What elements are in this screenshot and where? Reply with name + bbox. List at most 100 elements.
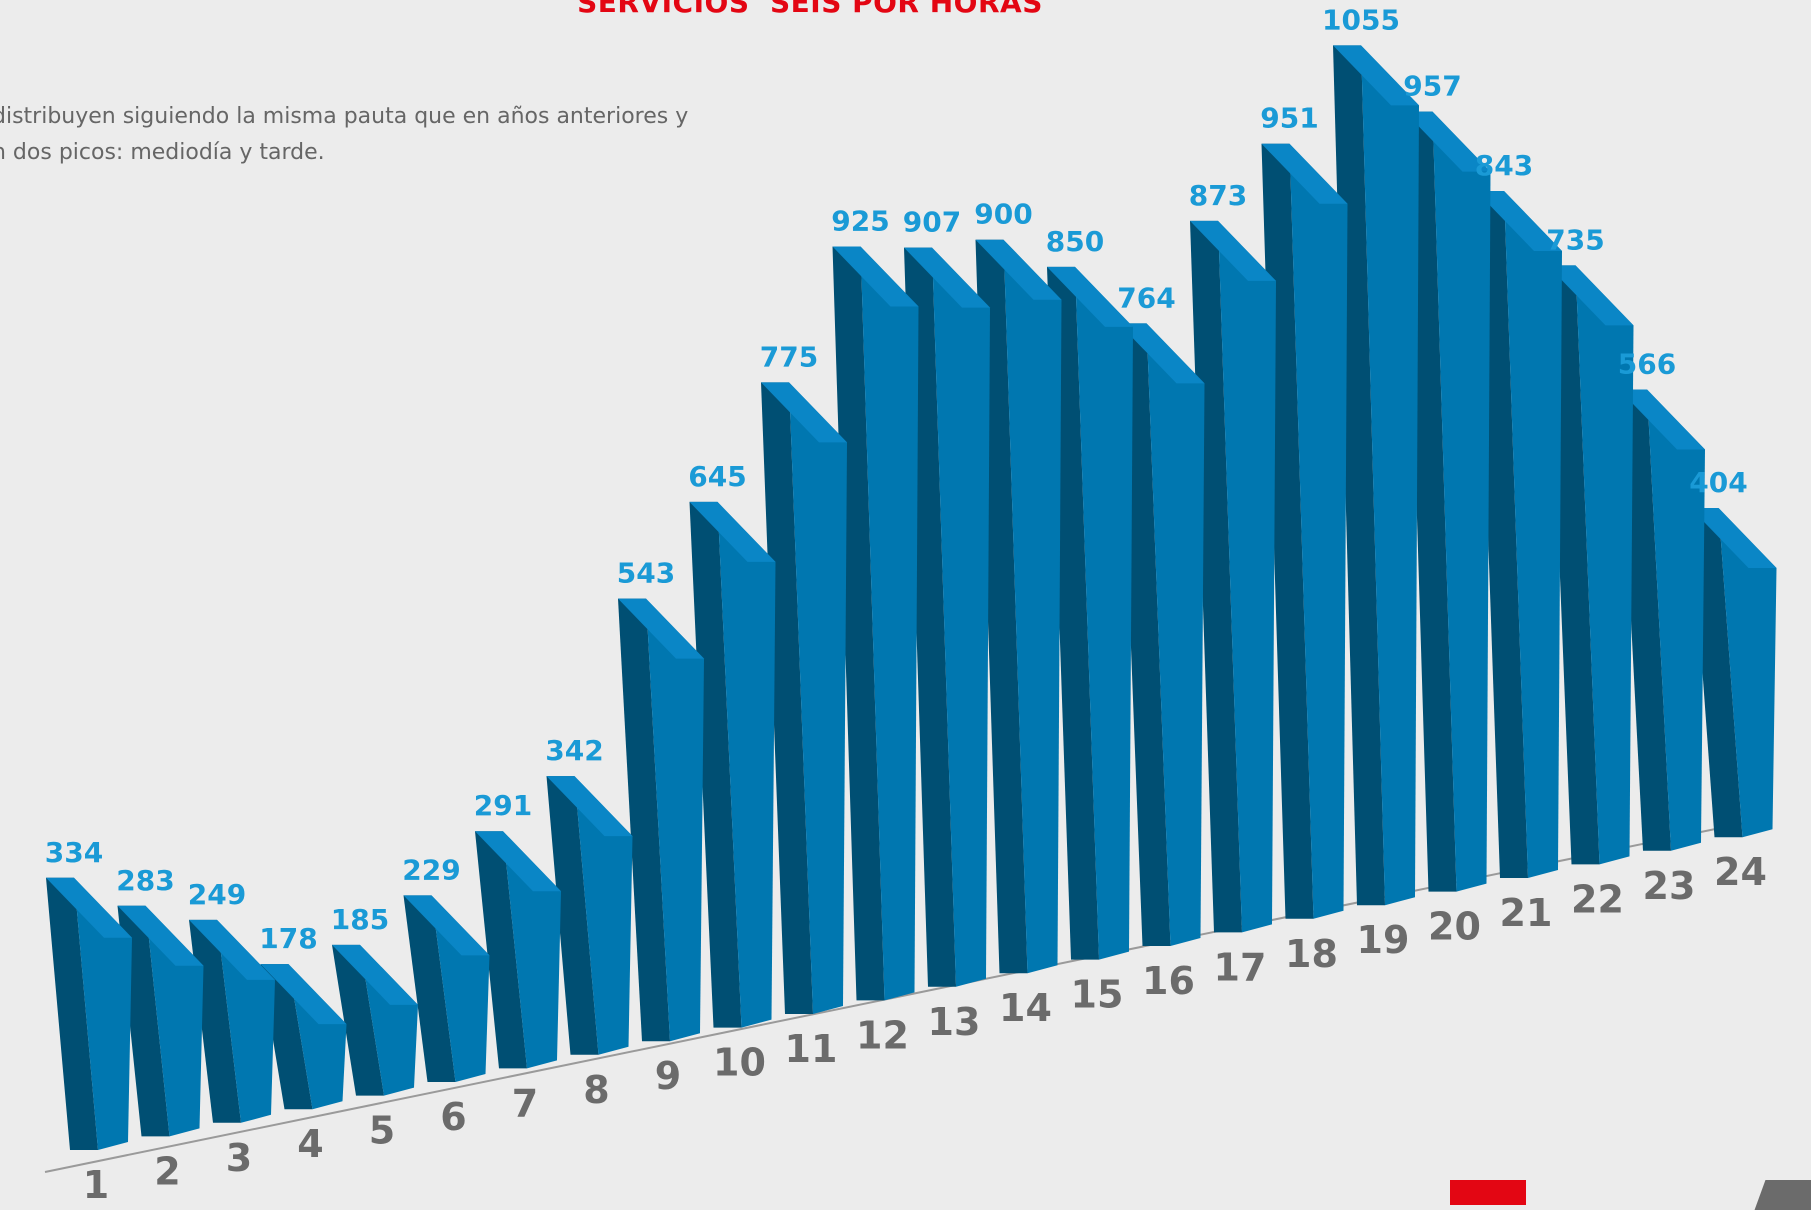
category-label: 13	[928, 1000, 981, 1044]
value-labels-group: 334 283 249 178 185 229 291 342 543 645 775 925 907 9…	[45, 3, 1748, 955]
category-label: 22	[1571, 877, 1624, 921]
category-label: 16	[1142, 959, 1195, 1003]
bar-9	[618, 598, 704, 1042]
category-label: 24	[1714, 850, 1767, 894]
bar-top-face	[332, 944, 418, 1005]
bar-top-face	[1404, 111, 1491, 172]
bar-top-face	[1047, 266, 1133, 327]
bar-front-face	[761, 382, 813, 1014]
bar-top-face	[975, 239, 1062, 300]
category-label: 10	[713, 1041, 766, 1085]
bar-6	[403, 895, 490, 1082]
value-label: 229	[402, 853, 460, 886]
category-label: 18	[1285, 932, 1338, 976]
value-label: 925	[831, 205, 889, 238]
category-label: 19	[1357, 918, 1410, 962]
description-line-2: n dos picos: mediodía y tarde.	[0, 140, 325, 165]
bar-side-face	[74, 877, 132, 1150]
category-label: 23	[1643, 864, 1696, 908]
bar-top-face	[117, 905, 204, 966]
value-label: 283	[116, 864, 174, 897]
category-label: 2	[154, 1149, 180, 1193]
gray-corner-tab	[1754, 1180, 1811, 1210]
bar-top-face	[1261, 143, 1348, 204]
bar-top-face	[189, 919, 275, 980]
value-label: 342	[545, 734, 603, 767]
bar-top-face	[46, 877, 132, 938]
bar-top-face	[761, 382, 847, 443]
category-label: 11	[785, 1027, 838, 1071]
category-label: 9	[655, 1054, 681, 1098]
value-label: 291	[474, 789, 532, 822]
value-label: 873	[1189, 179, 1247, 212]
bar-top-face	[1619, 389, 1705, 450]
bar-front-face	[403, 895, 456, 1082]
bar-top-face	[1333, 45, 1419, 106]
category-label: 14	[999, 986, 1052, 1030]
value-label: 775	[760, 340, 818, 373]
bar-11	[761, 382, 847, 1014]
category-label: 6	[440, 1095, 466, 1139]
value-label: 764	[1117, 281, 1175, 314]
bar-front-face	[475, 831, 527, 1069]
value-label: 900	[974, 198, 1032, 231]
category-label: 3	[226, 1136, 252, 1180]
value-label: 957	[1403, 70, 1461, 103]
bar-top-face	[475, 831, 561, 892]
category-labels-group: 1 2 3 4 5 6 7 8 9 10 11 12 13 14 15 16 17 18 19 20 21 22 23 24	[83, 850, 1767, 1205]
bar-top-face	[1190, 220, 1276, 281]
value-label: 404	[1689, 466, 1747, 499]
bar-side-face	[717, 501, 776, 1028]
bar-side-face	[1361, 45, 1419, 906]
bar-top-face	[260, 964, 347, 1025]
bar-side-face	[1003, 239, 1062, 974]
bar-top-face	[618, 598, 704, 659]
value-label: 850	[1046, 225, 1104, 258]
bar-5	[332, 944, 418, 1096]
bar-1	[46, 877, 132, 1150]
category-label: 8	[583, 1068, 609, 1112]
bar-top-face	[1118, 323, 1205, 384]
bar-top-face	[689, 501, 776, 562]
bar-side-face	[1075, 266, 1133, 960]
value-label: 543	[617, 557, 675, 590]
value-label: 334	[45, 836, 103, 869]
category-label: 4	[297, 1122, 323, 1166]
bar-side-face	[1432, 111, 1491, 892]
red-accent-block	[1450, 1180, 1526, 1205]
category-label: 7	[512, 1081, 538, 1125]
bar-10	[689, 501, 776, 1028]
value-label: 907	[903, 206, 961, 239]
bar-7	[475, 831, 561, 1069]
bar-front-face	[618, 598, 670, 1042]
bar-front-face	[689, 501, 742, 1028]
category-label: 20	[1428, 905, 1481, 949]
bar-side-face	[860, 246, 919, 1001]
bar-front-face	[832, 246, 885, 1001]
value-label: 185	[331, 903, 389, 936]
bar-top-face	[403, 895, 490, 956]
bar-front-face	[546, 776, 599, 1055]
bar-top-face	[546, 776, 633, 837]
bar-side-face	[1718, 507, 1777, 838]
bar-top-face	[1690, 507, 1777, 568]
category-label: 21	[1500, 891, 1553, 935]
bar-side-face	[1575, 265, 1634, 865]
value-label: 249	[188, 878, 246, 911]
bar-top-face	[832, 246, 919, 307]
bar-side-face	[932, 247, 990, 987]
category-label: 1	[83, 1163, 109, 1205]
bar-side-face	[1289, 143, 1348, 919]
category-label: 15	[1071, 973, 1124, 1017]
bars-group	[46, 45, 1777, 1150]
value-label: 645	[688, 460, 746, 493]
bar-top-face	[1547, 265, 1634, 326]
category-label: 5	[369, 1109, 395, 1153]
bar-top-face	[904, 247, 990, 308]
bar-front-face	[46, 877, 98, 1150]
bar-8	[546, 776, 633, 1055]
value-label: 735	[1546, 223, 1604, 256]
value-label: 951	[1260, 102, 1318, 135]
value-label: 843	[1475, 149, 1533, 182]
